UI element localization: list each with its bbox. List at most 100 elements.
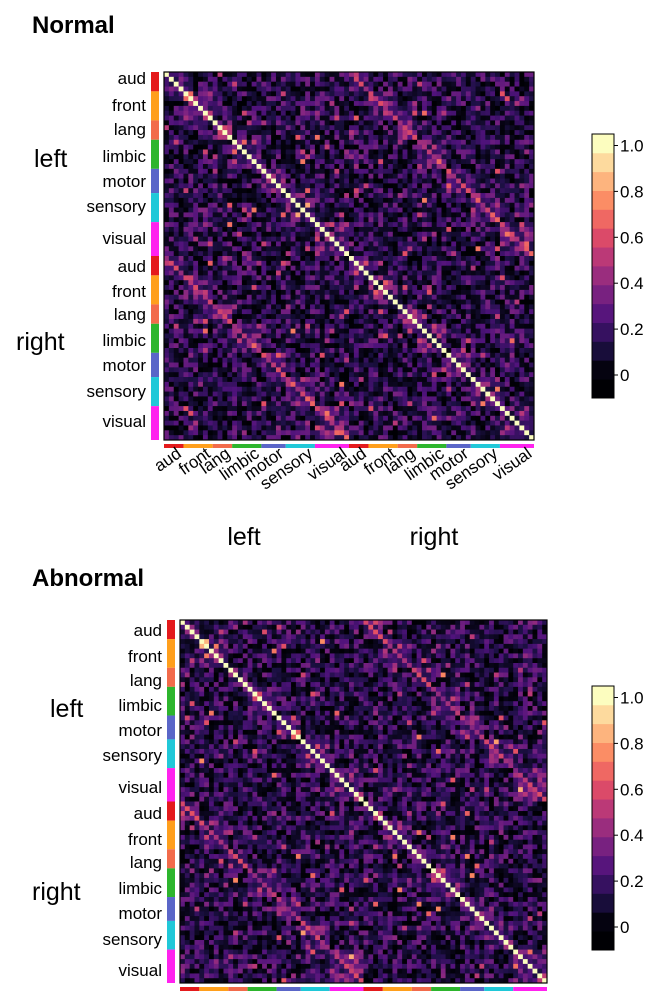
heatmap-cell xyxy=(241,323,248,329)
heatmap-cell xyxy=(358,173,364,179)
heatmap-cell xyxy=(275,86,282,92)
heatmap-cell xyxy=(212,188,218,194)
heatmap-cell xyxy=(387,314,394,320)
heatmap-cell xyxy=(485,251,491,257)
heatmap-cell xyxy=(261,72,267,78)
heatmap-cell xyxy=(431,289,437,296)
heatmap-cell xyxy=(251,323,257,329)
heatmap-cell xyxy=(173,183,179,189)
heatmap-cell xyxy=(271,91,277,97)
heatmap-cell xyxy=(290,212,296,218)
heatmap-cell xyxy=(436,236,442,242)
heatmap-cell xyxy=(246,105,252,112)
heatmap-cell xyxy=(256,86,262,92)
heatmap-cell xyxy=(222,333,228,339)
heatmap-cell xyxy=(222,241,228,247)
heatmap-cell xyxy=(290,91,296,97)
heatmap-cell xyxy=(412,164,418,170)
heatmap-cell xyxy=(222,357,228,363)
heatmap-cell xyxy=(363,110,369,116)
heatmap-cell xyxy=(451,115,457,121)
heatmap-cell xyxy=(436,134,442,141)
heatmap-cell xyxy=(349,159,355,165)
heatmap-cell xyxy=(237,318,243,325)
heatmap-cell xyxy=(524,168,530,175)
heatmap-cell xyxy=(456,352,462,359)
heatmap-cell xyxy=(490,299,496,305)
heatmap-cell xyxy=(378,299,384,305)
heatmap-cell xyxy=(164,386,170,392)
heatmap-cell xyxy=(207,96,214,102)
heatmap-cell xyxy=(368,372,374,378)
heatmap-cell xyxy=(256,348,262,354)
heatmap-cell xyxy=(402,294,408,300)
heatmap-cell xyxy=(222,120,228,126)
heatmap-cell xyxy=(232,299,238,305)
heatmap-cell xyxy=(456,76,462,83)
heatmap-cell xyxy=(470,270,476,276)
heatmap-cell xyxy=(495,101,501,107)
heatmap-cell xyxy=(529,304,535,310)
heatmap-cell xyxy=(499,173,506,179)
heatmap-cell xyxy=(407,222,413,228)
heatmap-cell xyxy=(256,294,262,300)
heatmap-cell xyxy=(256,130,262,136)
heatmap-cell xyxy=(178,318,184,325)
heatmap-cell xyxy=(207,101,214,107)
heatmap-cell xyxy=(198,275,204,281)
heatmap-cell xyxy=(412,159,418,165)
heatmap-cell xyxy=(397,139,403,145)
heatmap-cell xyxy=(431,362,437,368)
heatmap-cell xyxy=(266,246,272,252)
heatmap-cell xyxy=(222,275,228,281)
heatmap-cell xyxy=(339,299,345,305)
heatmap-cell xyxy=(490,314,496,320)
heatmap-cell xyxy=(212,96,218,102)
heatmap-cell xyxy=(422,367,428,373)
heatmap-cell xyxy=(407,91,413,97)
heatmap-cell xyxy=(305,149,311,155)
heatmap-cell xyxy=(436,348,442,354)
heatmap-cell xyxy=(168,372,175,378)
heatmap-cell xyxy=(485,81,491,87)
heatmap-cell xyxy=(417,226,423,233)
heatmap-cell xyxy=(407,105,413,112)
heatmap-cell xyxy=(514,260,520,267)
heatmap-cell xyxy=(241,333,248,339)
heatmap-cell xyxy=(334,110,340,116)
heatmap-cell xyxy=(237,115,243,121)
heatmap-cell xyxy=(183,115,189,121)
heatmap-cell xyxy=(387,260,394,267)
heatmap-cell xyxy=(387,265,394,271)
heatmap-cell xyxy=(256,285,262,291)
heatmap-cell xyxy=(198,159,204,165)
heatmap-cell xyxy=(310,212,316,218)
heatmap-cell xyxy=(178,120,184,126)
heatmap-cell xyxy=(373,226,379,233)
heatmap-cell xyxy=(446,275,452,281)
heatmap-cell xyxy=(280,289,287,296)
heatmap-cell xyxy=(324,256,330,262)
heatmap-cell xyxy=(207,294,214,300)
heatmap-cell xyxy=(451,178,457,184)
heatmap-cell xyxy=(431,352,437,359)
heatmap-cell xyxy=(426,125,433,131)
heatmap-cell xyxy=(329,260,335,267)
heatmap-cell xyxy=(251,72,257,78)
heatmap-cell xyxy=(334,323,340,329)
heatmap-cell xyxy=(465,314,472,320)
heatmap-cell xyxy=(490,193,496,199)
heatmap-cell xyxy=(271,323,277,329)
heatmap-cell xyxy=(261,188,267,194)
heatmap-cell xyxy=(232,115,238,121)
heatmap-cell xyxy=(392,115,399,121)
heatmap-cell xyxy=(305,105,311,112)
heatmap-cell xyxy=(509,125,515,131)
heatmap-cell xyxy=(290,231,296,237)
heatmap-cell xyxy=(295,226,301,233)
heatmap-cell xyxy=(383,207,389,213)
heatmap-cell xyxy=(251,193,257,199)
heatmap-cell xyxy=(519,159,525,165)
heatmap-cell xyxy=(251,328,257,334)
heatmap-cell xyxy=(173,246,179,252)
